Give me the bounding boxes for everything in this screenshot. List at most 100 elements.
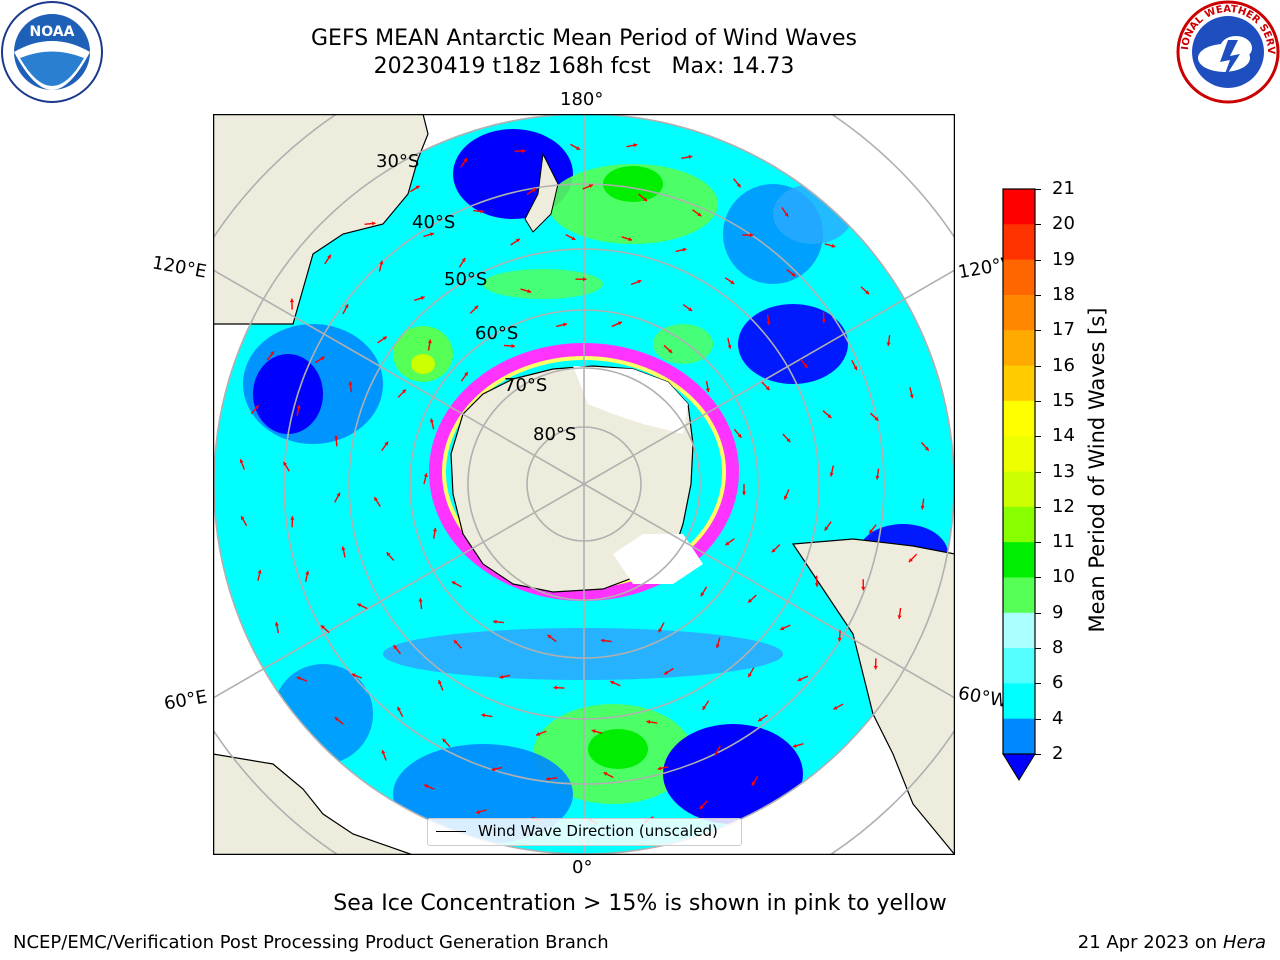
colorbar-segment <box>1003 224 1035 261</box>
wave-direction-arrowhead <box>658 628 663 633</box>
wave-direction-arrowhead <box>239 459 244 464</box>
wave-direction-arrowhead <box>429 418 434 423</box>
wave-direction-arrowhead <box>791 272 796 277</box>
colorbar-tick-label: 8 <box>1052 637 1064 659</box>
footer-date-text: 21 Apr 2023 on <box>1077 932 1223 953</box>
wave-direction-arrowhead <box>705 388 710 392</box>
wave-direction-arrowhead <box>909 394 914 399</box>
wave-direction-arrowhead <box>527 289 532 294</box>
wave-direction-arrowhead <box>741 491 747 495</box>
colorbar-tick <box>1035 506 1041 508</box>
wave-direction-arrowhead <box>336 492 341 497</box>
wave-period-patch <box>653 324 713 364</box>
wave-direction-arrowhead <box>374 497 378 502</box>
wave-direction-arrowhead <box>522 148 526 154</box>
colorbar-label: Mean Period of Wind Waves [s] <box>1085 307 1109 633</box>
wave-direction-arrowhead <box>827 414 832 418</box>
wave-direction-arrowhead <box>463 158 468 163</box>
wave-direction-arrowhead <box>491 767 496 772</box>
colorbar-tick <box>1035 224 1041 226</box>
wave-direction-arrowhead <box>797 677 802 682</box>
wave-direction-arrowhead <box>725 541 730 546</box>
wave-direction-arrowhead <box>480 209 485 214</box>
wave-direction-arrowhead <box>341 546 346 551</box>
wave-direction-arrowhead <box>688 154 693 159</box>
colorbar-segment <box>1003 189 1035 225</box>
wave-direction-arrowhead <box>379 260 384 265</box>
colorbar-tick-label: 18 <box>1052 283 1075 305</box>
wave-direction-arrowhead <box>270 351 275 356</box>
wave-direction-arrowhead <box>474 305 479 310</box>
wave-direction-arrowhead <box>274 622 279 626</box>
wave-period-patch <box>738 304 848 384</box>
wave-period-patch <box>253 354 323 434</box>
wave-direction-arrowhead <box>511 343 515 349</box>
colorbar-segment <box>1003 471 1035 508</box>
wave-direction-arrowhead <box>831 243 836 248</box>
colorbar-tick-label: 11 <box>1052 531 1075 553</box>
wave-direction-arrowhead <box>829 472 834 477</box>
colorbar-segment <box>1003 612 1035 649</box>
colorbar-tick <box>1035 612 1041 614</box>
wave-direction-arrowhead <box>668 349 673 353</box>
colorbar-tick-label: 14 <box>1052 425 1075 447</box>
wave-direction-arrowhead <box>553 685 558 690</box>
colorbar-tick <box>1035 754 1041 755</box>
wave-direction-arrowhead <box>814 583 819 587</box>
wave-direction-arrowhead <box>438 680 442 685</box>
wave-direction-arrowhead <box>784 212 789 217</box>
wave-direction-arrowhead <box>588 184 593 189</box>
wave-direction-arrowhead <box>296 676 301 681</box>
wave-direction-arrowhead <box>283 461 288 466</box>
wave-direction-arrowhead <box>853 366 858 371</box>
wave-period-patch <box>383 628 783 680</box>
wave-direction-arrowhead <box>442 738 447 743</box>
colorbar-tick <box>1035 471 1041 473</box>
wave-direction-arrowhead <box>493 619 497 624</box>
colorbar-segment <box>1003 506 1035 543</box>
africa-land <box>213 753 414 855</box>
colorbar-tick <box>1035 400 1041 402</box>
wave-direction-arrowhead <box>924 446 929 451</box>
wave-direction-arrowhead <box>920 505 925 510</box>
wave-direction-arrowhead <box>334 717 339 722</box>
map-subtitle: 20230419 t18z 168h fcst Max: 14.73 <box>373 54 795 79</box>
footer-machine: Hera <box>1222 932 1266 953</box>
wave-direction-arrowhead <box>697 212 702 217</box>
wave-direction-arrowhead <box>382 336 387 341</box>
wave-period-patch <box>483 269 603 299</box>
colorbar-tick-label: 10 <box>1052 566 1075 588</box>
colorbar-tick <box>1035 330 1041 332</box>
wave-direction-arrowhead <box>563 322 567 327</box>
wave-direction-arrowhead <box>296 404 301 409</box>
wave-direction-arrowhead <box>305 570 310 575</box>
wave-direction-arrowhead <box>837 637 842 642</box>
noaa-logo-icon: NOAA <box>1 1 103 103</box>
new-zealand-land <box>524 152 559 233</box>
wave-direction-arrowhead <box>628 237 633 242</box>
wave-direction-arrowhead <box>351 673 356 678</box>
wave-direction-arrowhead <box>481 713 486 718</box>
wave-direction-arrowhead <box>420 296 425 300</box>
legend-label: Wind Wave Direction (unscaled) <box>478 822 718 840</box>
wave-direction-arrowhead <box>908 558 913 562</box>
colorbar-tick-label: 19 <box>1052 248 1075 270</box>
wave-direction-arrowhead <box>874 416 879 421</box>
wave-direction-arrowhead <box>393 645 398 650</box>
colorbar <box>1002 188 1036 781</box>
wave-direction-arrowhead <box>546 776 551 781</box>
wave-direction-arrowhead <box>610 680 615 685</box>
wave-direction-arrowhead <box>758 717 763 722</box>
colorbar-segment <box>1003 294 1035 331</box>
wave-direction-arrowhead <box>603 772 608 776</box>
wave-direction-arrowhead <box>536 732 541 736</box>
wave-direction-arrowhead <box>765 386 770 391</box>
wave-direction-arrowhead <box>643 197 648 202</box>
wave-direction-arrowhead <box>575 146 580 150</box>
wave-direction-arrowhead <box>591 729 596 734</box>
wave-direction-arrowhead <box>873 665 878 670</box>
ice-shelf <box>573 366 688 434</box>
wave-direction-arrowhead <box>749 233 754 238</box>
wave-direction-arrowhead <box>637 279 642 284</box>
wave-direction-arrowhead <box>897 615 902 619</box>
